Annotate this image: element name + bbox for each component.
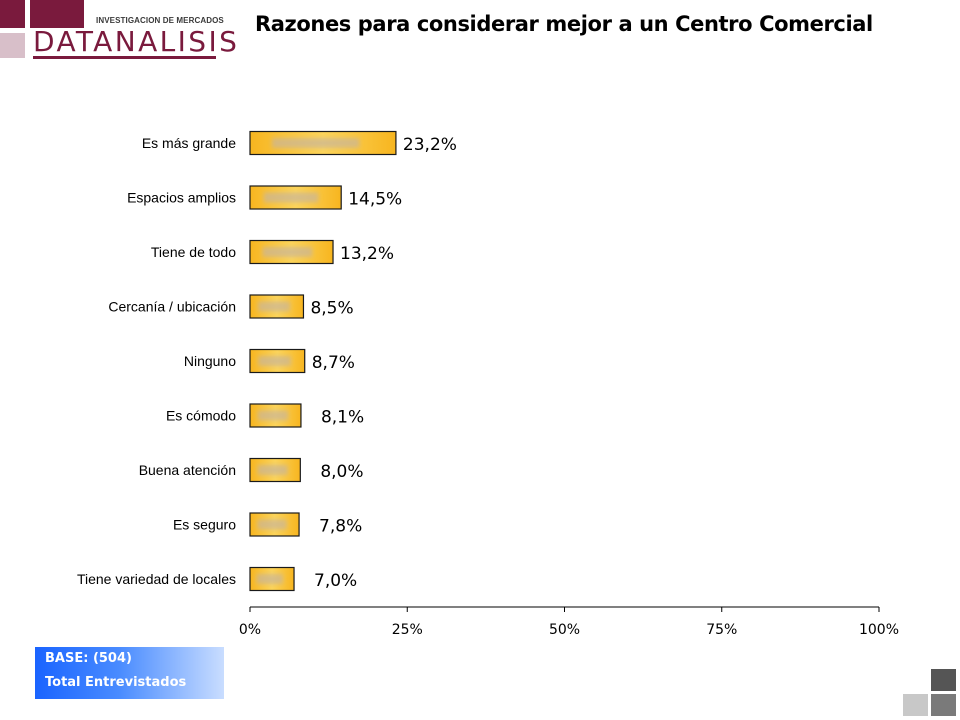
data-label: 23,2% <box>403 135 457 155</box>
logo-square-dark-1 <box>0 0 25 28</box>
logo-tagline: INVESTIGACION DE MERCADOS <box>96 16 224 25</box>
category-label: Es seguro <box>173 517 236 533</box>
data-label: 14,5% <box>348 190 402 210</box>
data-label: 7,8% <box>319 517 362 537</box>
bar-highlight <box>256 574 284 584</box>
bar-highlight <box>257 465 288 475</box>
data-label: 8,1% <box>321 408 364 428</box>
category-label: Tiene variedad de locales <box>77 571 236 587</box>
bar-highlight <box>258 301 291 312</box>
data-label: 13,2% <box>340 244 394 264</box>
corner-square-3 <box>931 694 956 716</box>
data-label: 8,0% <box>320 462 363 482</box>
category-label: Espacios amplios <box>127 190 236 206</box>
logo-rule <box>33 56 216 59</box>
data-label: 8,5% <box>310 299 353 319</box>
base-note-box: BASE: (504) Total Entrevistados <box>35 647 224 699</box>
category-label: Es cómodo <box>166 408 236 424</box>
data-label: 7,0% <box>314 571 357 591</box>
x-tick-label: 0% <box>239 622 261 638</box>
base-note-line1: BASE: (504) <box>45 651 132 666</box>
x-tick-label: 25% <box>392 622 423 638</box>
category-label: Ninguno <box>184 353 236 369</box>
x-tick-label: 75% <box>706 622 737 638</box>
bar-highlight <box>258 356 292 366</box>
bar-highlight <box>263 192 319 203</box>
corner-square-1 <box>931 669 956 691</box>
bar-highlight <box>271 138 360 148</box>
bar-highlight <box>257 410 289 421</box>
category-label: Tiene de todo <box>151 244 236 260</box>
logo-square-light-1 <box>0 33 25 58</box>
page-title: Razones para considerar mejor a un Centr… <box>255 12 873 36</box>
logo-wordmark: DATANALISIS <box>33 25 240 58</box>
logo-square-dark-2 <box>30 0 84 28</box>
bar-highlight <box>257 519 287 530</box>
x-tick-label: 100% <box>859 622 899 638</box>
bar-highlight <box>262 247 313 257</box>
x-tick-label: 50% <box>549 622 580 638</box>
data-label: 8,7% <box>312 353 355 373</box>
datanalisis-logo: INVESTIGACION DE MERCADOS DATANALISIS <box>0 0 237 62</box>
base-note-line2: Total Entrevistados <box>45 675 187 690</box>
corner-square-2 <box>903 694 928 716</box>
category-label: Buena atención <box>139 462 236 478</box>
category-label: Cercanía / ubicación <box>108 299 236 315</box>
category-label: Es más grande <box>142 135 236 151</box>
